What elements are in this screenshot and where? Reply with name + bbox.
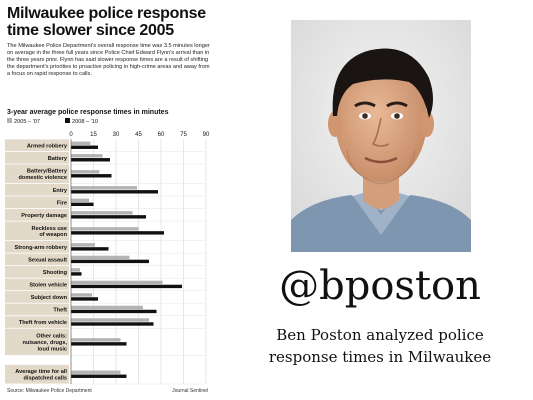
bar-2005-07 [71,318,149,322]
bar-2008-10 [71,202,94,207]
bar-2008-10 [71,247,109,251]
category-label-box [5,208,69,221]
bar-2005-07 [71,227,139,231]
bar-2005-07 [71,293,92,297]
x-tick-label: 45 [135,132,142,138]
bar-2008-10 [71,190,158,194]
category-label: Armed robbery [27,143,68,149]
bar-2008-10 [71,215,146,219]
category-label: dispatched calls [23,376,67,382]
twitter-handle: @bposton [279,263,481,309]
bar-2005-07 [71,154,103,158]
category-label: Battery/Battery [27,169,68,175]
bar-2008-10 [71,342,127,346]
bar-2008-10 [71,231,164,235]
category-label: Subject down [31,295,68,301]
legend-swatch [65,118,70,123]
headshot-photo [291,20,471,252]
bar-2005-07 [71,170,100,174]
category-label-box [5,316,69,328]
source-note: Source: Milwaukee Police Department [7,388,92,394]
bar-2005-07 [71,268,80,272]
category-label-box [5,196,69,209]
category-label: nuisance, drugs, [23,340,68,346]
bar-2008-10 [71,259,149,264]
category-label-box [5,164,69,184]
bar-2008-10 [71,374,127,378]
category-label: Theft [53,308,67,314]
category-label: Theft from vehicle [19,320,67,326]
category-label: of weapon [39,232,67,238]
bar-2005-07 [71,255,130,260]
category-label: Property damage [21,213,67,219]
bar-2005-07 [71,186,137,190]
bar-2008-10 [71,174,112,178]
category-label: Entry [53,188,68,194]
x-tick-label: 0 [69,132,73,138]
bar-2008-10 [71,297,98,301]
x-tick-label: 60 [158,132,165,138]
category-label-box [5,291,69,303]
category-label: domestic violence [19,175,68,181]
bar-2005-07 [71,370,121,374]
category-label: Stolen vehicle [29,283,67,289]
bar-2005-07 [71,198,89,203]
x-tick-label: 30 [113,132,120,138]
category-label-box [5,183,69,196]
category-label-box [5,139,69,152]
chart-title: 3-year average police response times in … [7,109,169,116]
category-label: Reckless use [32,226,67,232]
category-label-box [5,364,69,384]
legend-label: 2005 – '07 [14,119,40,125]
bar-2008-10 [71,322,154,326]
legend-label: 2008 – '10 [72,119,98,125]
bar-2008-10 [71,145,98,149]
category-label: Battery [48,156,68,162]
category-label-box [5,278,69,291]
publication-credit: Journal Sentinel [172,388,208,394]
category-label: Shooting [43,270,68,276]
category-label: Fire [57,200,67,206]
category-label-box [5,241,69,253]
bar-2005-07 [71,280,163,285]
category-label-box [5,266,69,278]
category-label: Sexual assault [28,257,67,263]
bar-2005-07 [71,141,91,145]
bar-2008-10 [71,158,110,162]
category-label-box [5,221,69,241]
bar-2008-10 [71,309,157,314]
category-label-box [5,151,69,164]
legend-swatch [7,118,12,123]
bar-2005-07 [71,305,143,310]
bar-2005-07 [71,243,95,247]
x-tick-label: 90 [203,132,210,138]
graphic-intro-text: The Milwaukee Police Department's overal… [7,43,210,78]
category-label-box [5,303,69,316]
category-label-box [5,328,69,356]
category-label: Strong-arm robbery [14,245,67,251]
photo-caption: Ben Poston analyzed police response time… [268,326,492,366]
graphic-headline: Milwaukee police response time slower si… [7,5,206,39]
category-label-box [5,253,69,266]
category-label: loud music [37,346,67,352]
category-label: Average time for all [15,369,67,375]
bar-2005-07 [71,211,133,215]
response-times-bar-chart: 2005 – '07 2008 – '10 0 15 30 45 60 75 90 Armed r… [5,118,210,385]
bar-2008-10 [71,284,182,289]
x-tick-label: 75 [180,132,187,138]
bar-2005-07 [71,338,121,342]
x-tick-label: 15 [90,132,97,138]
news-graphic: Milwaukee police response time slower si… [3,3,214,397]
category-label: Other calls: [36,334,67,340]
bar-2008-10 [71,272,82,276]
